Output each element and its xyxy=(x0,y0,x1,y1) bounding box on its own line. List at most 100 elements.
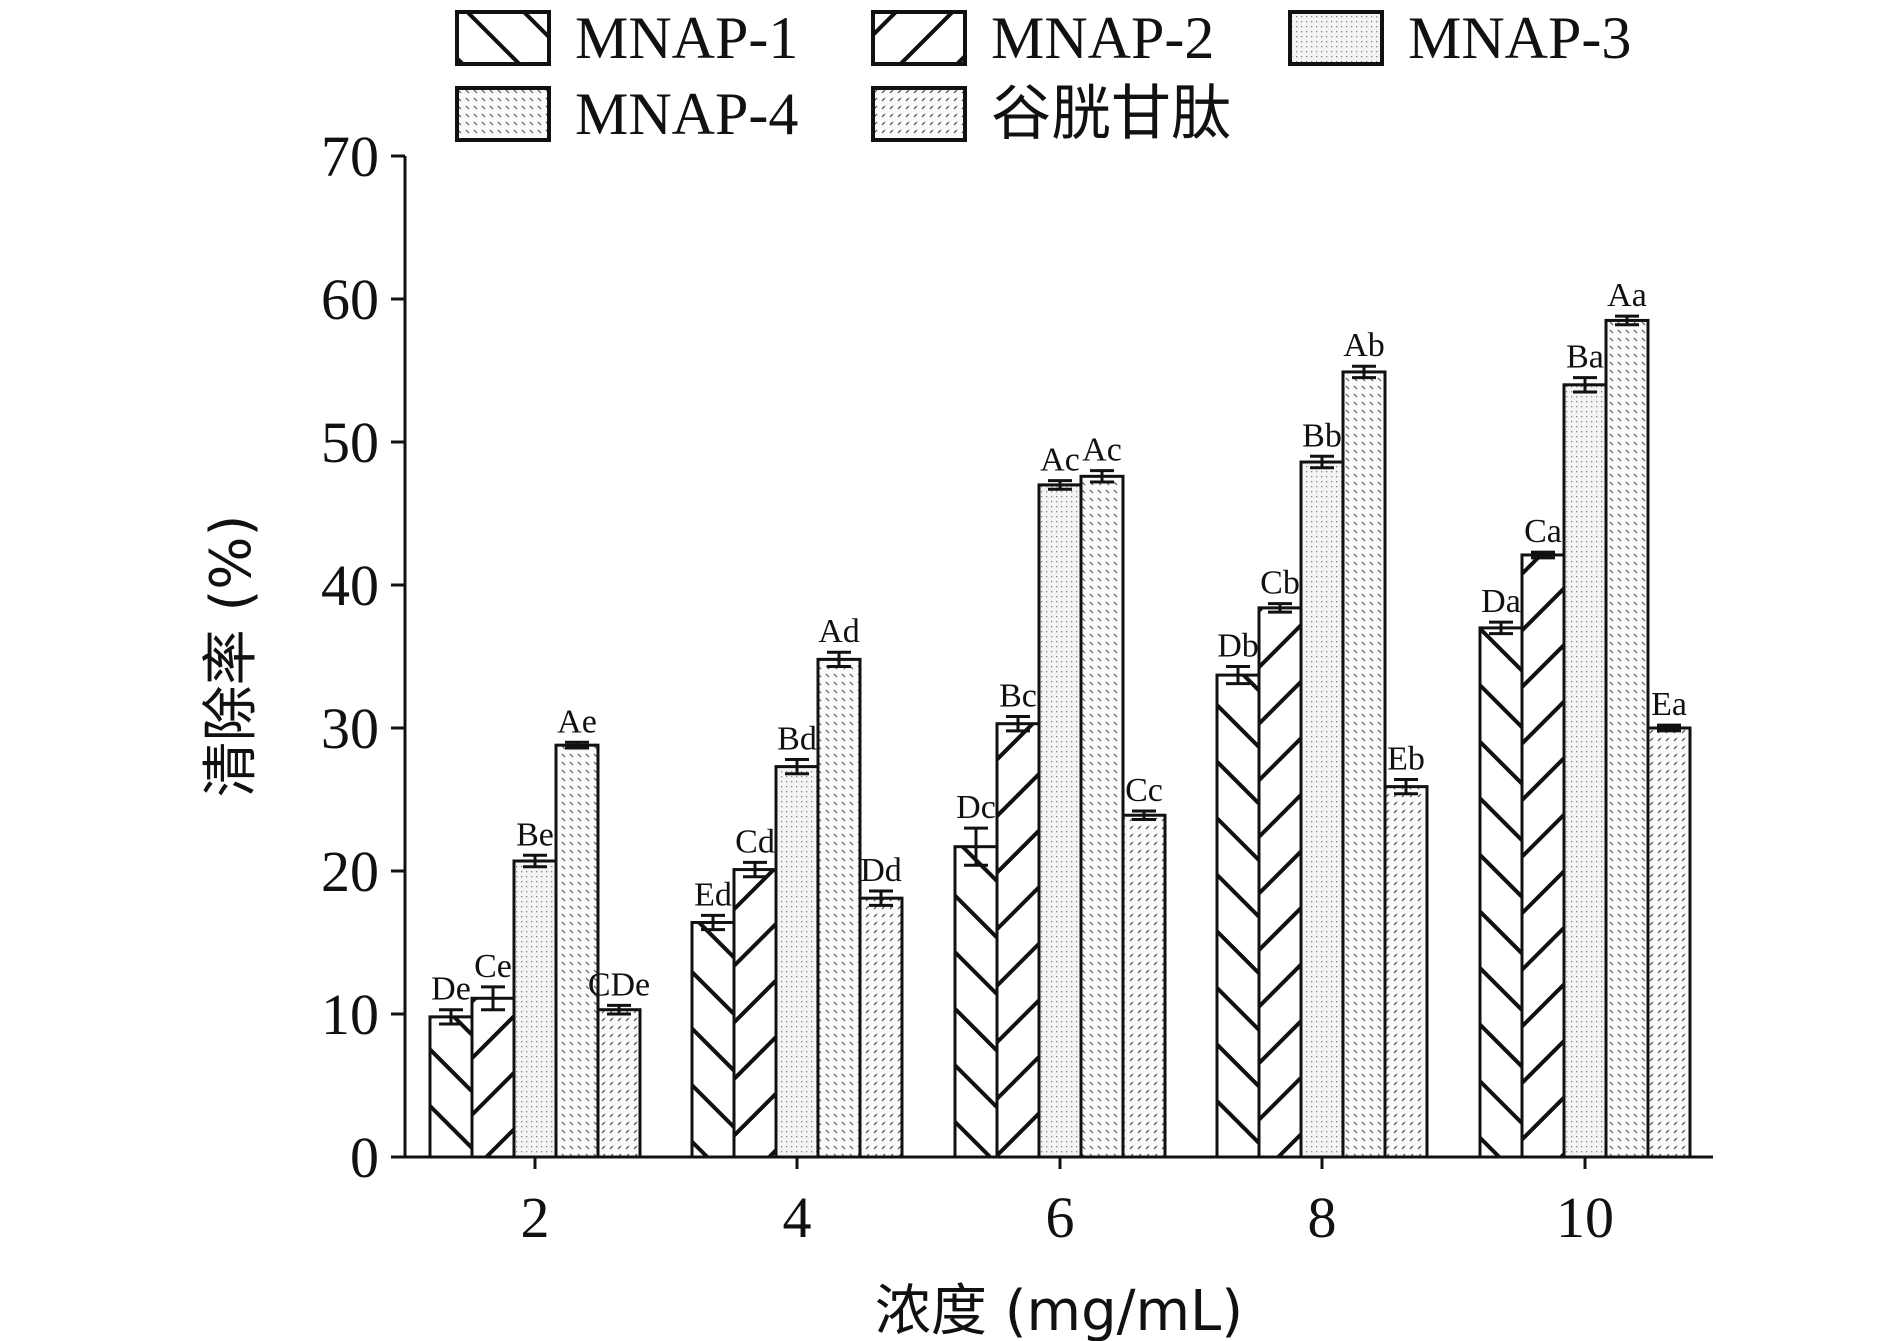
significance-label: Ae xyxy=(557,703,597,740)
legend-label: MNAP-2 xyxy=(991,5,1214,71)
significance-label: Cc xyxy=(1125,772,1163,809)
error-bar xyxy=(1310,454,1334,470)
x-tick-label: 6 xyxy=(1046,1185,1075,1250)
y-tick-label: 50 xyxy=(321,410,379,475)
significance-label: Cb xyxy=(1260,565,1300,602)
error-bar xyxy=(1268,602,1292,614)
bar-谷胱甘肽-4 xyxy=(858,896,904,1159)
error-bar xyxy=(869,889,893,907)
bar-MNAP-4-4 xyxy=(816,657,862,1159)
x-tick-label: 2 xyxy=(521,1185,550,1250)
bar-谷胱甘肽-10 xyxy=(1646,726,1692,1159)
y-tick-label: 30 xyxy=(321,696,379,761)
significance-label: Ba xyxy=(1566,339,1604,376)
bar-谷胱甘肽-2 xyxy=(596,1008,642,1159)
y-axis-label: 清除率 (%) xyxy=(199,515,264,798)
significance-label: Da xyxy=(1481,583,1521,620)
bar-MNAP-1-6 xyxy=(953,845,999,1159)
bar-谷胱甘肽-8 xyxy=(1383,785,1429,1159)
legend-label: 谷胱甘肽 xyxy=(991,79,1231,149)
error-bar xyxy=(1657,723,1681,733)
legend-item: MNAP-2 xyxy=(871,5,1214,71)
legend-label: MNAP-1 xyxy=(575,5,798,71)
bar-MNAP-3-4 xyxy=(774,765,820,1159)
error-bar xyxy=(701,913,725,932)
bar-MNAP-2-6 xyxy=(995,722,1041,1159)
error-bar xyxy=(1006,715,1030,733)
legend-item: MNAP-4 xyxy=(455,81,798,147)
y-tick-label: 10 xyxy=(321,982,379,1047)
legend-item: 谷胱甘肽 xyxy=(871,79,1231,149)
y-tick-label: 40 xyxy=(321,553,379,618)
error-bar xyxy=(964,826,988,867)
y-ticks: 0 10 20 30 40 50 60 70 xyxy=(321,124,405,1190)
legend-label: MNAP-3 xyxy=(1408,5,1631,71)
significance-label: Dc xyxy=(956,789,996,826)
legend-swatch xyxy=(871,10,967,66)
significance-label: De xyxy=(431,971,471,1008)
x-tick-label: 10 xyxy=(1556,1185,1614,1250)
bar-MNAP-2-2 xyxy=(470,996,516,1159)
significance-label: Ea xyxy=(1651,686,1687,723)
error-bar xyxy=(439,1008,463,1026)
significance-label: Be xyxy=(516,816,554,853)
error-bar xyxy=(1394,777,1418,796)
error-bar xyxy=(1615,314,1639,327)
error-bar xyxy=(481,985,505,1012)
bar-MNAP-4-8 xyxy=(1341,370,1387,1159)
bar-MNAP-3-6 xyxy=(1037,483,1083,1159)
y-tick-label: 20 xyxy=(321,839,379,904)
significance-label: Ca xyxy=(1524,513,1562,550)
legend-swatch xyxy=(455,86,551,142)
legend: MNAP-1 MNAP-2 MNAP-3 MNAP-4 谷胱甘肽 xyxy=(455,5,1631,149)
significance-label: Db xyxy=(1217,628,1259,665)
significance-label: Eb xyxy=(1387,740,1425,777)
legend-swatch xyxy=(455,10,551,66)
x-axis-label: 浓度 (mg/mL) xyxy=(875,1279,1243,1341)
error-bar xyxy=(785,757,809,776)
bar-MNAP-1-8 xyxy=(1215,673,1261,1159)
bar-MNAP-3-8 xyxy=(1299,460,1345,1159)
significance-label: Bc xyxy=(999,678,1037,715)
legend-label: MNAP-4 xyxy=(575,81,798,147)
legend-swatch xyxy=(871,86,967,142)
significance-label: Dd xyxy=(860,852,902,889)
x-ticks: 2 4 6 8 10 xyxy=(521,1157,1614,1250)
significance-label: Ed xyxy=(694,876,732,913)
error-bar xyxy=(1090,469,1114,484)
significance-label: Ce xyxy=(474,948,512,985)
bar-MNAP-4-10 xyxy=(1604,318,1650,1159)
error-bar xyxy=(1531,550,1555,560)
error-bar xyxy=(1489,620,1513,636)
error-bar xyxy=(523,853,547,869)
bar-MNAP-1-10 xyxy=(1478,626,1524,1159)
error-bar xyxy=(607,1003,631,1016)
bar-MNAP-3-2 xyxy=(512,859,558,1159)
significance-label: CDe xyxy=(588,966,650,1003)
error-bar xyxy=(1226,665,1250,686)
significance-label: Ad xyxy=(818,613,860,650)
bar-MNAP-3-10 xyxy=(1562,383,1608,1159)
x-tick-label: 8 xyxy=(1308,1185,1337,1250)
bar-MNAP-4-6 xyxy=(1079,474,1125,1159)
significance-label: Ab xyxy=(1343,327,1385,364)
legend-swatch xyxy=(1288,10,1384,66)
significance-label: Bd xyxy=(777,720,817,757)
bar-MNAP-4-2 xyxy=(554,743,600,1159)
bars: De Ed Dc Db Da Ce Cd Bc Cb Ca Be Bd Ac Bb Ba Ae Ad Ac Ab Aa… xyxy=(428,277,1692,1159)
error-bar xyxy=(1573,376,1597,394)
x-tick-label: 4 xyxy=(783,1185,812,1250)
legend-item: MNAP-3 xyxy=(1288,5,1631,71)
error-bar xyxy=(1048,479,1072,491)
bar-MNAP-2-8 xyxy=(1257,606,1303,1159)
error-bar xyxy=(565,740,589,750)
bar-MNAP-1-2 xyxy=(428,1015,474,1159)
error-bar xyxy=(743,860,767,879)
y-tick-label: 0 xyxy=(350,1125,379,1190)
error-bar xyxy=(1132,809,1156,822)
error-bar xyxy=(1352,364,1376,380)
y-tick-label: 70 xyxy=(321,124,379,189)
significance-label: Ac xyxy=(1040,442,1080,479)
bar-谷胱甘肽-6 xyxy=(1121,813,1167,1159)
